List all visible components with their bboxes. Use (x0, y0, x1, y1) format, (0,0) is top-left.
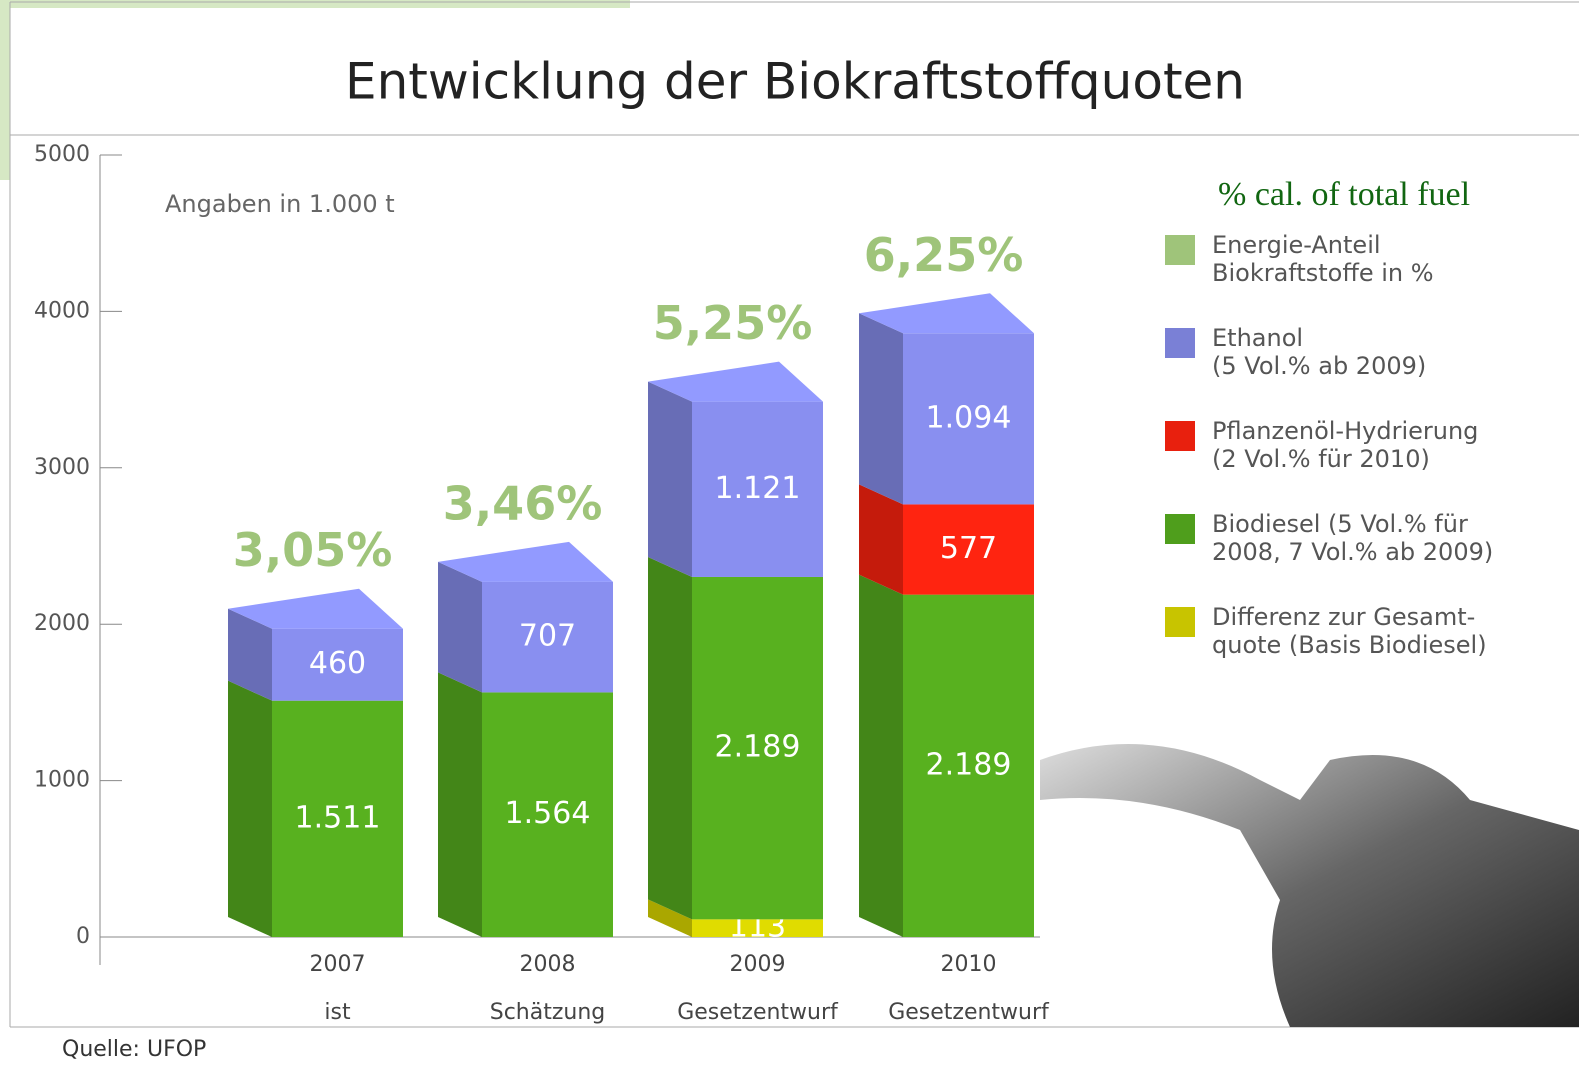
annotation: % cal. of total fuel (1218, 176, 1470, 213)
value-label: 1.511 (295, 800, 381, 835)
bar-top (859, 293, 1034, 334)
value-label: 460 (309, 646, 366, 681)
x-tick-label: 2009 (730, 952, 786, 977)
bar-top (228, 588, 403, 629)
value-label: 577 (940, 531, 997, 566)
bar-segment (692, 919, 823, 937)
bar-side (859, 313, 903, 505)
energy-share-label: 6,25% (864, 228, 1024, 282)
energy-share-label: 3,05% (233, 523, 393, 577)
legend-swatch (1165, 607, 1195, 637)
value-label: 2.189 (715, 730, 801, 765)
bar-segment (903, 594, 1034, 937)
value-label: 707 (519, 619, 576, 654)
bar-side (648, 556, 692, 920)
bar-side (438, 561, 482, 693)
bar-segment (272, 700, 403, 937)
legend-label: Differenz zur Gesamt- quote (Basis Biodi… (1212, 603, 1487, 659)
bar-segment (903, 504, 1034, 595)
bar-segment (692, 401, 823, 577)
legend-label: Ethanol (5 Vol.% ab 2009) (1212, 324, 1427, 380)
legend-swatch (1165, 328, 1195, 358)
bar-side (859, 574, 903, 937)
source: Quelle: UFOP (62, 1037, 206, 1062)
value-label: 2.189 (926, 747, 1012, 782)
bar-side (648, 381, 692, 577)
unit-note: Angaben in 1.000 t (165, 190, 395, 218)
bar-top (438, 541, 613, 582)
x-tick-label: 2010 (941, 952, 997, 977)
value-label: 1.094 (926, 400, 1012, 435)
bar-segment (482, 581, 613, 693)
bar-segment (903, 333, 1034, 505)
y-tick-label: 1000 (34, 768, 90, 793)
energy-share-label: 3,46% (443, 476, 603, 530)
x-tick-label: 2008 (520, 952, 576, 977)
x-sublabel: Schätzung (490, 1000, 606, 1025)
legend-label: Energie-Anteil Biokraftstoffe in % (1212, 231, 1434, 287)
bar-side (438, 672, 482, 937)
y-tick-label: 3000 (34, 455, 90, 480)
x-sublabel: ist (324, 1000, 351, 1025)
pump-image (1040, 744, 1579, 1027)
legend-label: Biodiesel (5 Vol.% für 2008, 7 Vol.% ab … (1212, 510, 1494, 566)
bar-side (859, 484, 903, 595)
y-tick-label: 2000 (34, 611, 90, 636)
energy-share-label: 5,25% (653, 296, 813, 350)
legend-swatch (1165, 235, 1195, 265)
legend-label: Pflanzenöl-Hydrierung (2 Vol.% für 2010) (1212, 417, 1479, 473)
bar-side (648, 899, 692, 937)
tab (0, 0, 10, 180)
tab (0, 0, 630, 8)
value-label: 1.121 (715, 471, 801, 506)
y-tick-label: 5000 (34, 142, 90, 167)
bar-side (228, 608, 272, 701)
x-sublabel: Gesetzentwurf (677, 1000, 839, 1025)
x-sublabel: Gesetzentwurf (888, 1000, 1050, 1025)
bar-segment (482, 692, 613, 937)
chart-title: Entwicklung der Biokraftstoffquoten (345, 53, 1245, 111)
legend-swatch (1165, 421, 1195, 451)
y-tick-label: 0 (76, 924, 90, 949)
y-tick-label: 4000 (34, 298, 90, 323)
bar-top (648, 361, 823, 402)
bar-segment (272, 628, 403, 701)
bar-segment (692, 576, 823, 920)
value-label: 1.564 (505, 796, 591, 831)
x-tick-label: 2007 (310, 952, 366, 977)
legend-swatch (1165, 514, 1195, 544)
bar-side (228, 680, 272, 937)
